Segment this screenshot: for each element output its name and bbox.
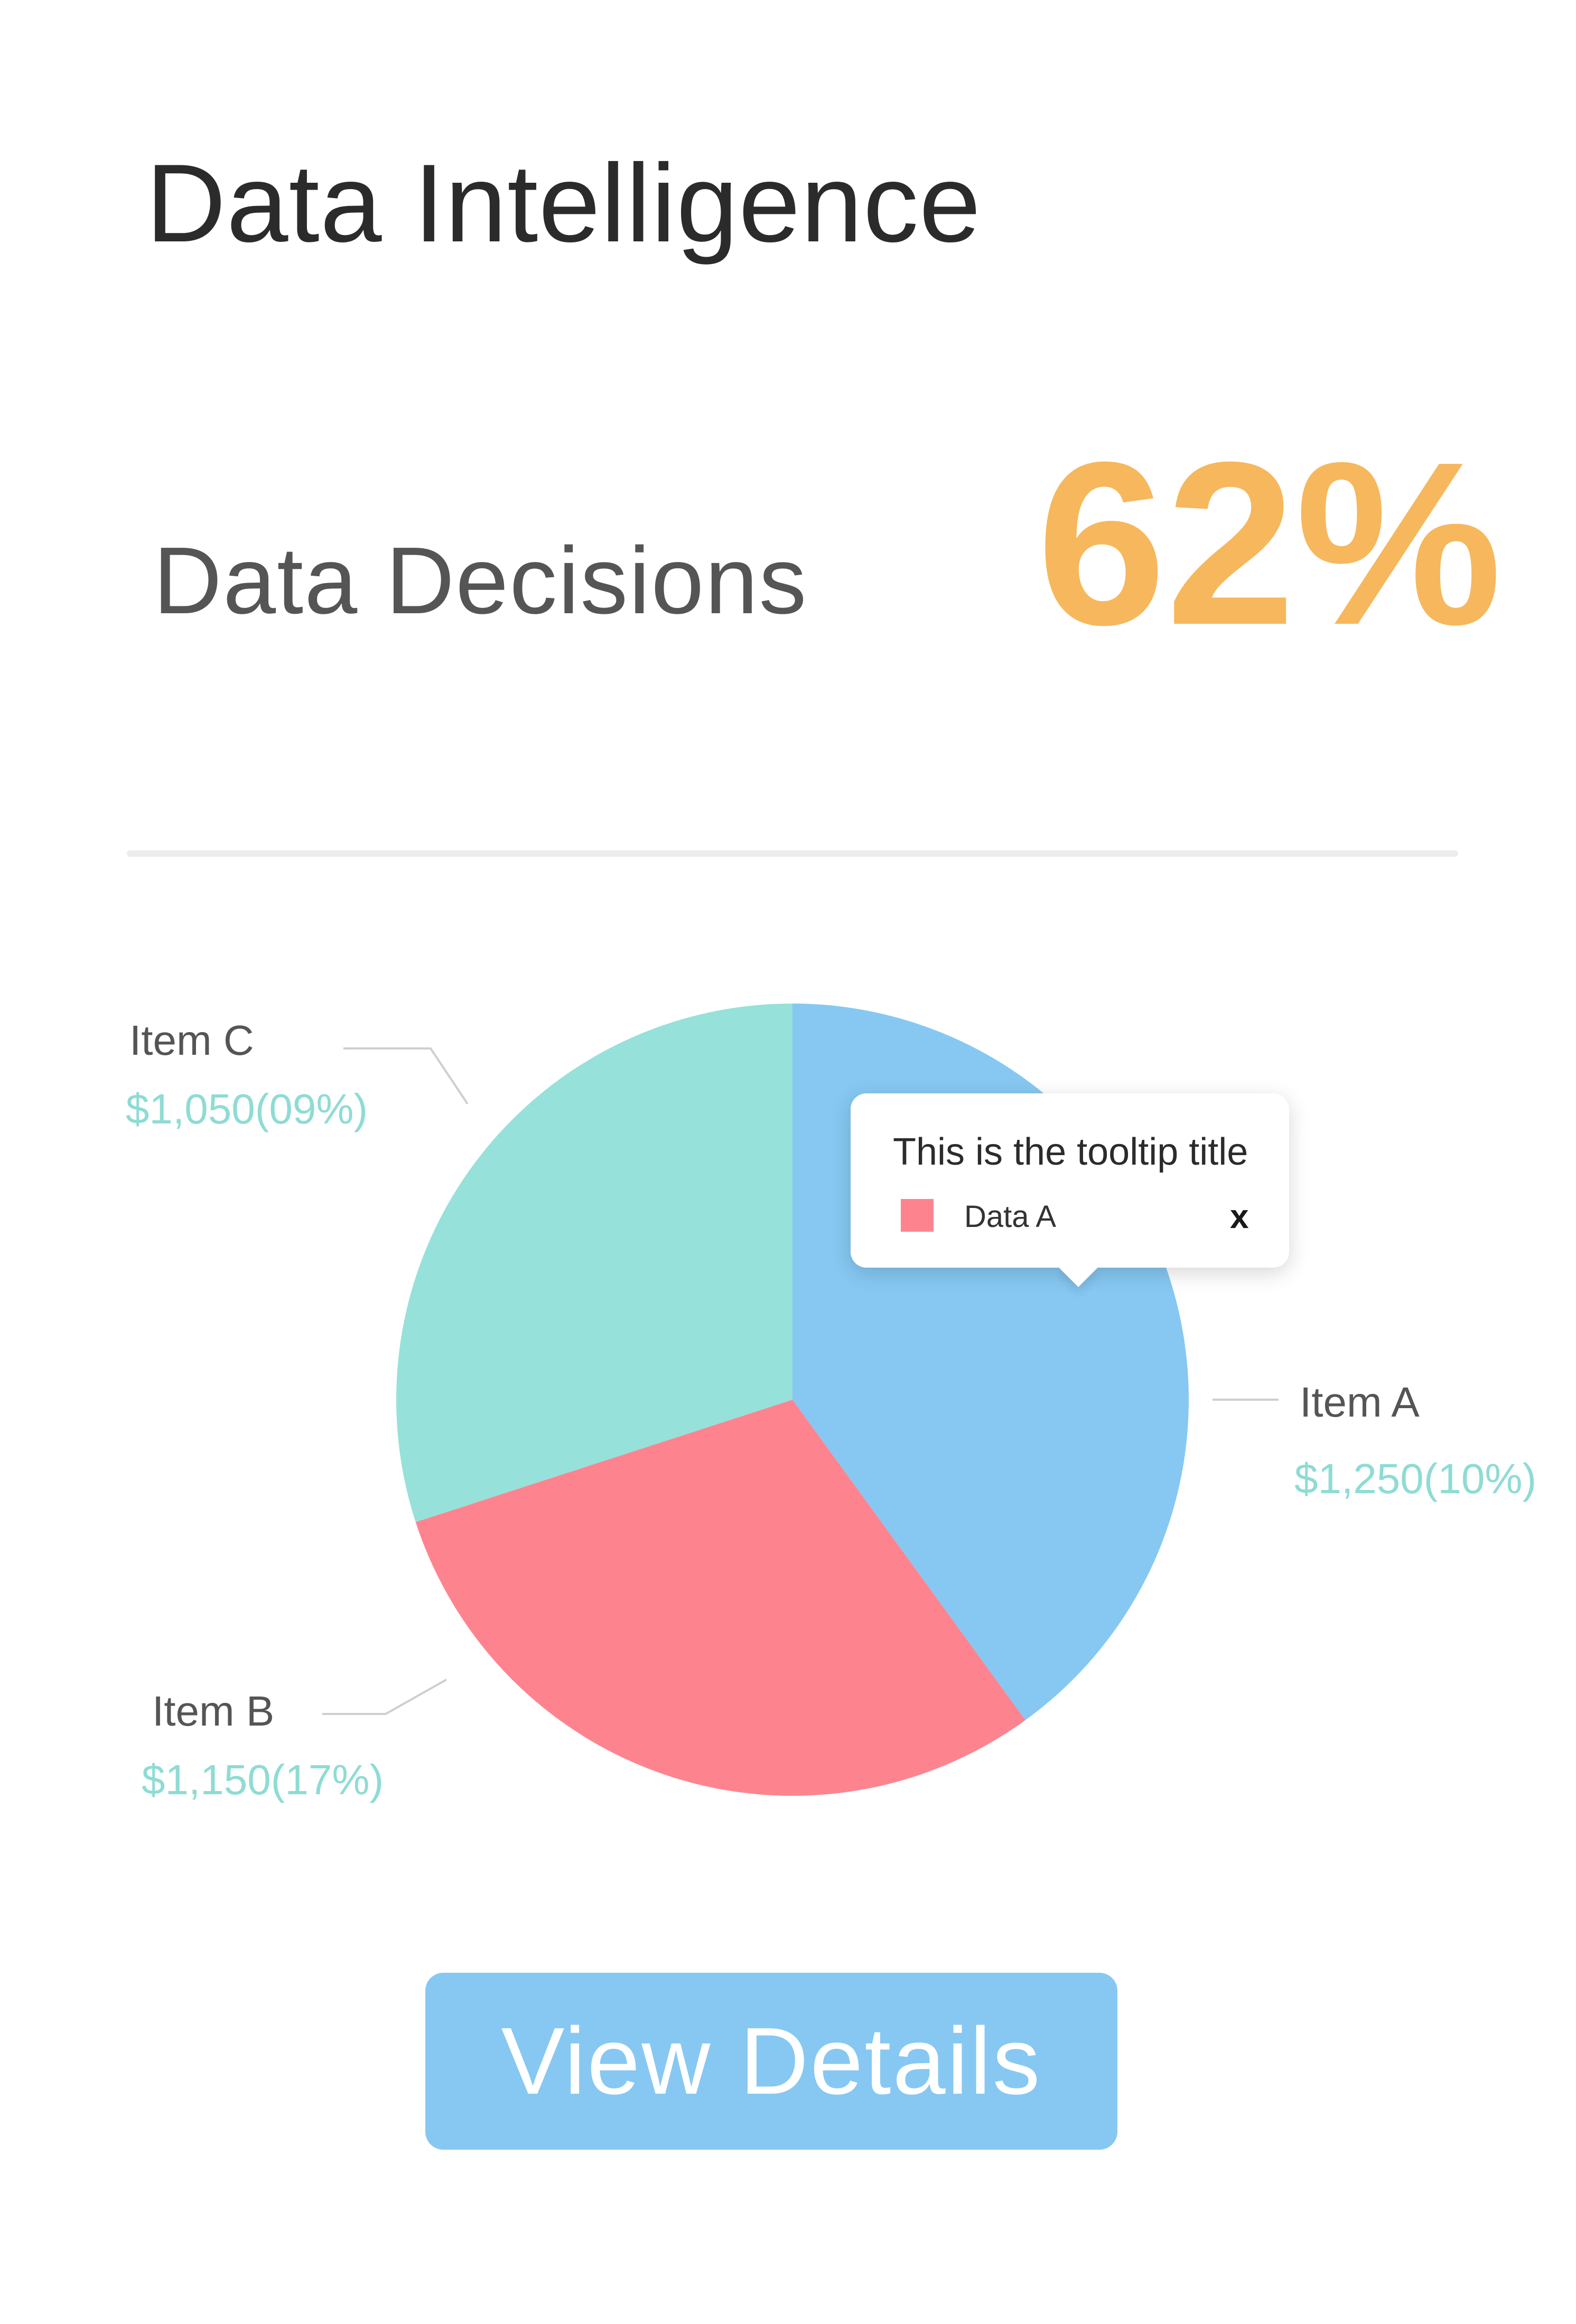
metric-label: Data Decisions <box>153 528 808 634</box>
tooltip-color-swatch <box>901 1199 934 1232</box>
page-title: Data Intelligence <box>146 141 982 265</box>
chart-tooltip: This is the tooltip title Data A x <box>851 1093 1289 1268</box>
tooltip-close-button[interactable]: x <box>1230 1197 1249 1235</box>
tooltip-data-label: Data A <box>964 1200 1057 1234</box>
slice-label-item-c: Item C <box>129 1017 254 1064</box>
tooltip-title: This is the tooltip title <box>893 1131 1248 1173</box>
slice-value-item-c: $1,050(09%) <box>126 1085 368 1132</box>
slice-value-item-a: $1,250(10%) <box>1294 1455 1537 1502</box>
slice-label-item-b: Item B <box>152 1688 275 1735</box>
pie-slice-item-b[interactable] <box>415 1400 1025 1796</box>
leader-line-item-b <box>322 1679 447 1715</box>
pie-slice-item-c[interactable] <box>396 1004 792 1522</box>
metric-value: 62% <box>1037 414 1502 673</box>
view-details-button[interactable]: View Details <box>425 1973 1117 2150</box>
slice-value-item-b: $1,150(17%) <box>142 1756 384 1803</box>
section-divider <box>127 850 1458 857</box>
slice-label-item-a: Item A <box>1300 1379 1420 1426</box>
pie-leader-lines <box>322 1047 1279 1715</box>
leader-line-item-c <box>343 1047 469 1105</box>
view-details-label: View Details <box>501 2008 1042 2114</box>
